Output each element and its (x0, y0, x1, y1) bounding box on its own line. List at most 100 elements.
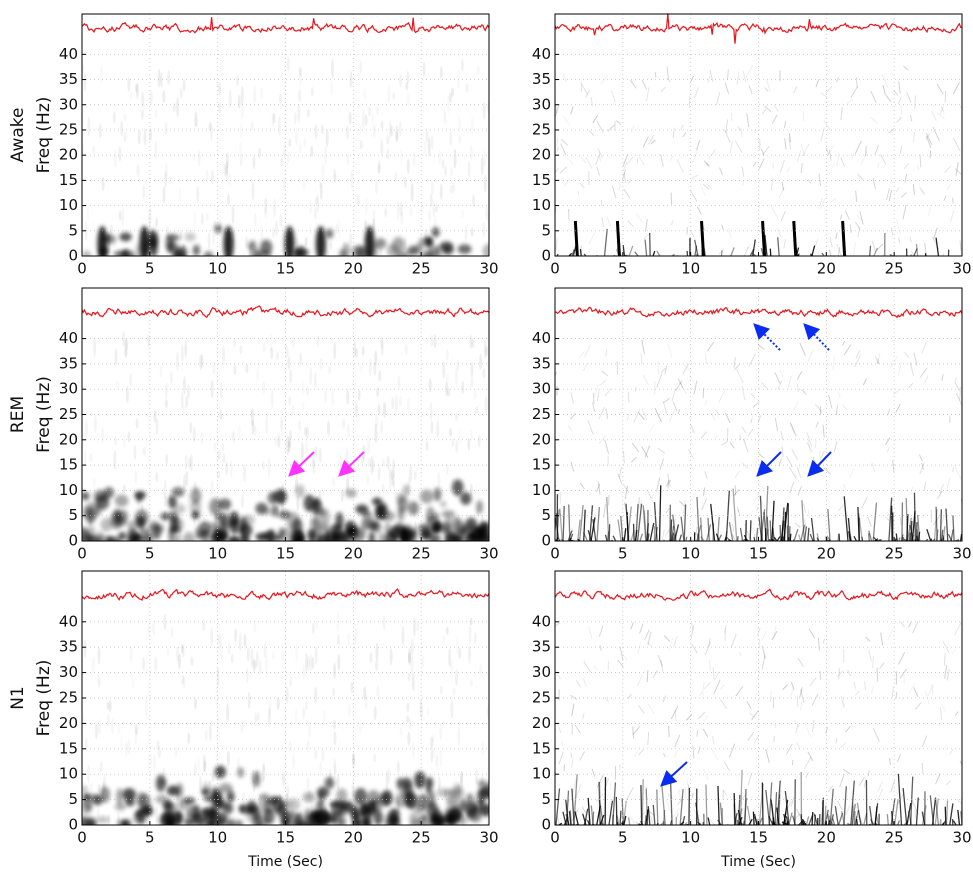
streak (781, 211, 785, 221)
streak (782, 446, 783, 457)
blob (442, 510, 455, 517)
streak (780, 370, 783, 377)
streak (569, 209, 570, 220)
blob (236, 75, 239, 86)
streak (795, 523, 800, 527)
streak (553, 623, 560, 628)
streak (639, 412, 645, 419)
blob (481, 523, 489, 531)
streak (726, 119, 728, 133)
streak (766, 790, 770, 825)
blob (378, 404, 381, 415)
y-tick-label: 5 (541, 221, 551, 239)
streak (857, 819, 858, 825)
blob (404, 177, 407, 189)
blob (238, 95, 241, 109)
blob (346, 389, 349, 404)
streak (648, 806, 650, 825)
streak (647, 88, 649, 101)
blob (399, 727, 402, 736)
blob (373, 124, 376, 137)
streak (843, 221, 845, 256)
streak (908, 622, 911, 627)
blob (369, 652, 372, 663)
streak (806, 772, 809, 778)
x-tick-label: 10 (208, 260, 227, 278)
blob (287, 57, 290, 71)
streak (922, 736, 926, 747)
blob (100, 65, 103, 83)
streak (920, 368, 927, 378)
blob (210, 123, 213, 141)
blob (446, 349, 449, 360)
streak (920, 155, 921, 167)
blob (389, 526, 400, 541)
blob (272, 227, 275, 239)
streak (749, 85, 752, 93)
blob (143, 447, 146, 456)
streak (819, 173, 821, 186)
streak (871, 117, 878, 123)
blob (136, 516, 146, 529)
blob (128, 529, 137, 546)
streak (719, 389, 726, 403)
streak (635, 252, 638, 256)
blob (348, 704, 351, 717)
blob (344, 801, 354, 813)
streak (837, 801, 842, 810)
blob (210, 627, 213, 646)
blob (123, 435, 126, 448)
streak (677, 813, 678, 817)
blob (92, 145, 95, 154)
x-tick-label: 20 (344, 829, 363, 847)
streak (804, 504, 806, 513)
blob (285, 226, 295, 262)
streak (784, 121, 785, 128)
streak (733, 489, 737, 541)
blob (190, 657, 193, 666)
blob (237, 767, 244, 778)
blob (314, 749, 317, 759)
blob (289, 676, 292, 687)
streak (657, 789, 658, 825)
streak (790, 685, 794, 699)
streak (799, 535, 801, 541)
streak (733, 524, 734, 531)
blob (432, 227, 440, 237)
blob (164, 495, 167, 507)
blob (80, 786, 88, 793)
streak (578, 191, 579, 195)
blob (201, 431, 204, 444)
blob (380, 420, 383, 434)
row-label: Awake (8, 108, 28, 163)
blob (211, 380, 214, 398)
blob (447, 95, 450, 114)
blob (277, 434, 280, 448)
blob (455, 669, 458, 686)
streak (914, 353, 917, 366)
streak (961, 534, 962, 541)
blob (183, 79, 186, 92)
blob (226, 703, 229, 722)
blob (309, 226, 312, 235)
streak (754, 497, 757, 501)
streak (804, 526, 806, 541)
blob (420, 252, 431, 259)
streak (658, 448, 665, 453)
blob (378, 533, 387, 548)
blob (299, 67, 302, 77)
blob (233, 339, 236, 348)
blob (444, 165, 447, 176)
streak (666, 508, 670, 513)
streak (761, 149, 764, 156)
y-tick-label: 5 (541, 790, 551, 808)
streak (631, 622, 634, 629)
streak (648, 704, 654, 714)
annotation-arrow (756, 326, 780, 350)
streak (631, 457, 636, 462)
blob (265, 416, 268, 434)
streak (862, 497, 868, 508)
streak (850, 224, 851, 233)
blob (378, 370, 381, 381)
streak (749, 713, 753, 717)
